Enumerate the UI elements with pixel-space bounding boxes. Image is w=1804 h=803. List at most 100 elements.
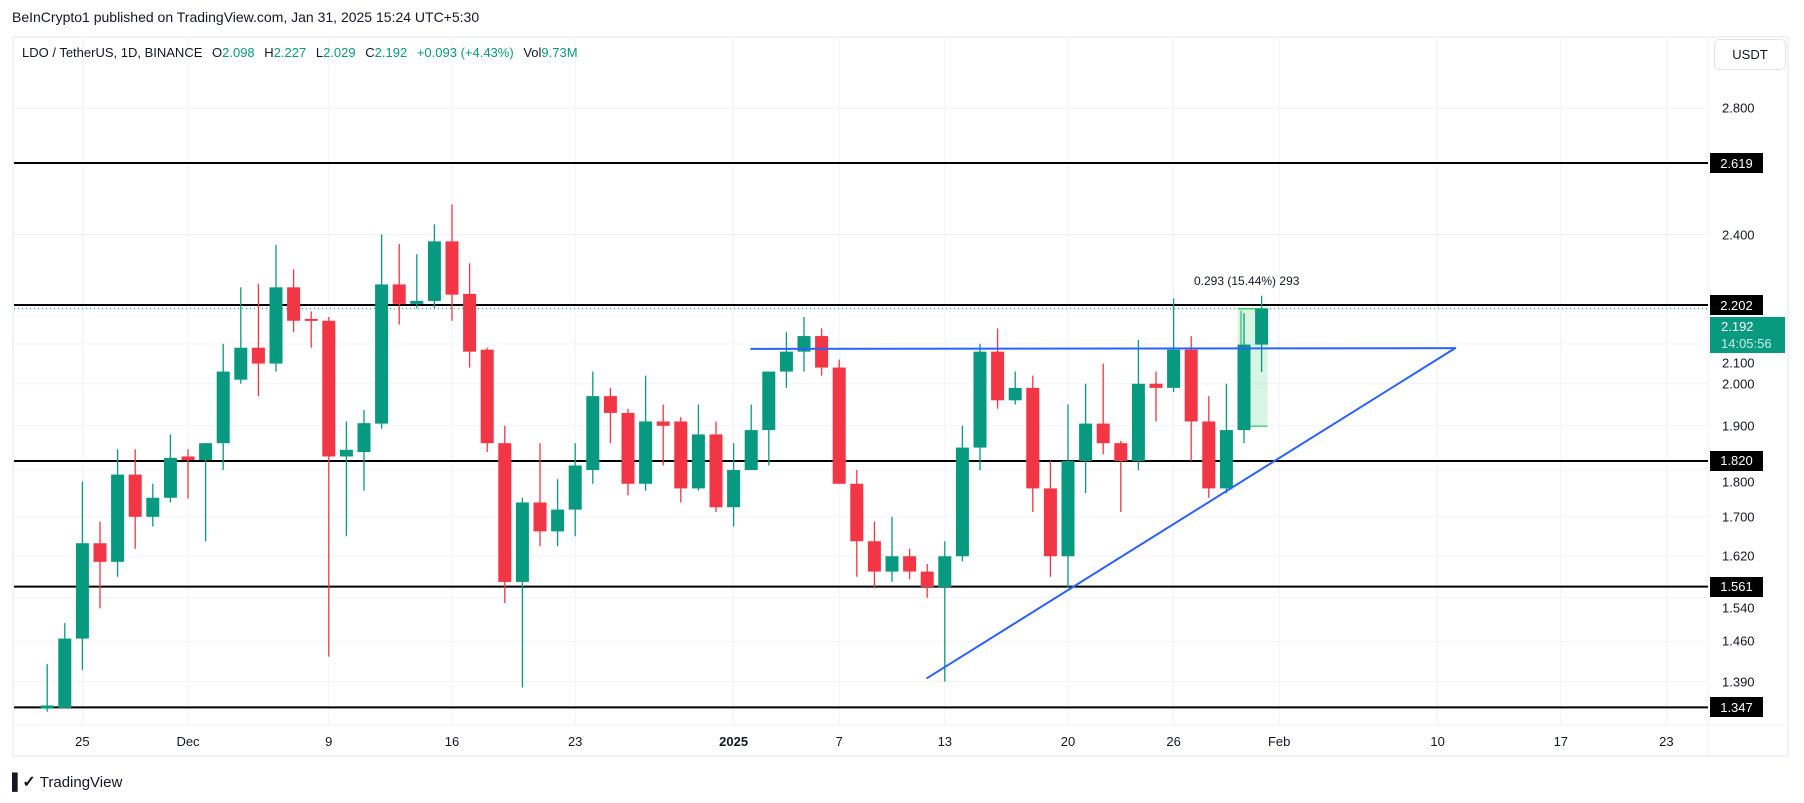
price-axis-label: 1.900 [1722,418,1755,434]
candle-body [1114,443,1128,461]
trendline [750,347,1457,350]
candle-body [1184,349,1198,422]
candle-2024-12-26 [621,408,635,496]
candle-2024-11-27 [111,449,125,577]
candle-2024-12-22 [551,479,565,547]
candle-body [832,367,846,484]
time-axis-label: Feb [1267,734,1291,749]
candle-2024-11-28 [128,449,142,549]
candle-body [375,284,389,424]
candle-2024-11-24 [58,623,72,709]
candle-2025-01-29 [1219,383,1233,494]
currency-unit-button[interactable]: USDT [1714,39,1786,70]
current-price-label: 2.192 14:05:56 [1710,317,1785,353]
time-axis-label: 23 [567,734,583,749]
candle-body [691,434,705,489]
level-price-label: 1.820 [1710,450,1763,471]
candle-2024-12-25 [603,387,617,444]
candle-2025-01-12 [920,563,934,598]
symbol-title[interactable]: LDO / TetherUS, 1D, BINANCE [22,45,203,60]
candle-body [991,351,1005,401]
tradingview-logo-text: TradingView [39,773,123,791]
candle-body [163,457,177,498]
candle-body [269,287,283,364]
candle-2025-01-16 [991,328,1005,409]
candle-2025-01-09 [867,521,881,588]
candle-2025-01-08 [850,470,864,577]
tradingview-logo-icon: ▌✓ [12,774,36,791]
measure-tool-label: 0.293 (15.44%) 293 [1194,273,1300,288]
candle-body [392,284,406,304]
time-axis-label: 25 [75,734,90,749]
time-axis-label: 13 [937,734,953,749]
candle-2024-12-27 [639,375,653,491]
candle-body [1061,460,1075,557]
candle-2024-12-05 [251,283,265,397]
candle-body [445,241,459,295]
candle-body [1149,383,1163,388]
candle-2024-12-21 [533,443,547,547]
candle-2025-01-13 [938,541,952,682]
candle-body [744,430,758,471]
candle-2024-12-09 [322,316,336,657]
candle-body [251,347,265,364]
price-axis-label: 2.800 [1722,100,1755,116]
legend-high: H2.227 [264,45,306,60]
candle-2024-11-30 [163,434,177,503]
candle-2025-01-02 [744,404,758,471]
candle-2024-12-23 [568,443,582,537]
price-axis-label: 1.390 [1722,674,1755,690]
tradingview-logo[interactable]: ▌✓ TradingView [12,772,122,792]
time-axis-label: 16 [444,734,460,749]
time-axis-label: 20 [1060,734,1076,749]
volume-value: 9.73M [541,45,578,60]
candle-2024-12-24 [586,371,600,484]
candle-2025-01-03 [762,371,776,466]
candle-body [515,502,529,582]
candle-2025-01-18 [1026,375,1040,513]
candle-2025-01-17 [1008,371,1022,405]
open-value: 2.098 [222,45,255,60]
candle-body [533,502,547,532]
candle-2025-01-04 [779,332,793,388]
candle-body [75,543,89,639]
candle-2025-01-15 [973,343,987,471]
candle-body [621,412,635,484]
candle-2025-01-07 [832,359,846,484]
candle-2024-12-10 [339,421,353,537]
candle-body [304,318,318,321]
candle-body [727,470,741,508]
volume-label: Vol [523,45,542,60]
candle-2025-01-31 [1255,295,1269,372]
candle-body [973,351,987,448]
close-label: C [365,45,375,60]
candle-body [1237,344,1251,431]
candle-body [1202,421,1216,489]
candle-2025-01-14 [955,425,969,562]
level-price-label: 1.561 [1710,576,1763,597]
candle-2024-12-03 [216,343,230,471]
price-axis-label: 1.800 [1722,474,1755,490]
price-axis-label: 2.400 [1722,227,1755,243]
candle-2024-12-15 [427,224,441,309]
candle-body [885,556,899,572]
candle-body [463,293,477,352]
price-axis-label: 1.540 [1722,600,1755,616]
candle-2024-12-28 [656,404,670,466]
candle-2024-12-13 [392,243,406,325]
candle-2025-01-21 [1079,383,1093,494]
candle-2024-12-04 [234,287,248,384]
candle-body [357,423,371,453]
candle-2025-01-05 [797,316,811,372]
candle-2024-11-29 [146,483,160,527]
candle-body [955,447,969,557]
candle-2024-12-30 [691,404,705,491]
candle-2024-12-07 [287,269,301,333]
candle-body [709,434,723,508]
candle-2025-01-06 [815,328,829,376]
candle-body [58,638,72,708]
high-value: 2.227 [273,45,307,60]
candle-2025-01-23 [1114,440,1128,513]
candle-2025-01-27 [1184,336,1198,461]
